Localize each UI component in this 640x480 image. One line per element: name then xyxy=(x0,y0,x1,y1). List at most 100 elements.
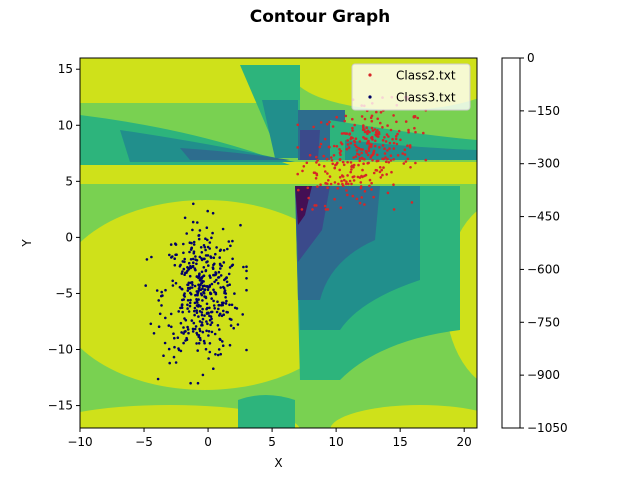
legend-box xyxy=(351,63,471,111)
scatter-point xyxy=(235,307,239,310)
scatter-point xyxy=(352,166,355,169)
scatter-point xyxy=(404,120,408,123)
scatter-point xyxy=(306,186,310,190)
scatter-point xyxy=(245,348,248,352)
scatter-point xyxy=(212,367,215,371)
scatter-point xyxy=(362,124,365,127)
scatter-point xyxy=(354,137,358,140)
scatter-point xyxy=(392,114,395,117)
scatter-point xyxy=(383,136,386,139)
scatter-point xyxy=(316,159,319,162)
scatter-point xyxy=(367,147,371,150)
scatter-point xyxy=(158,312,162,316)
scatter-point xyxy=(219,267,222,270)
scatter-point xyxy=(370,126,374,130)
scatter-point xyxy=(373,128,377,131)
scatter-point xyxy=(157,299,160,302)
scatter-point xyxy=(196,381,200,385)
scatter-point xyxy=(202,266,206,269)
scatter-point xyxy=(335,163,338,166)
scatter-point xyxy=(363,203,366,206)
scatter-point xyxy=(356,152,359,156)
scatter-point xyxy=(208,350,212,354)
scatter-point xyxy=(362,162,365,165)
scatter-point xyxy=(206,322,209,326)
colorbar-frame xyxy=(501,57,521,429)
scatter-point xyxy=(168,361,171,365)
scatter-point xyxy=(192,243,196,246)
scatter-point xyxy=(149,322,153,326)
scatter-point xyxy=(214,272,218,275)
series-class3-points xyxy=(144,202,248,385)
scatter-point xyxy=(198,255,202,259)
scatter-point xyxy=(226,311,229,314)
scatter-point xyxy=(195,259,199,262)
scatter-point xyxy=(326,186,329,189)
scatter-point xyxy=(331,125,335,128)
legend-label-class3: Class3.txt xyxy=(396,91,456,105)
plot-frame xyxy=(79,57,478,429)
scatter-point xyxy=(163,341,167,345)
scatter-point xyxy=(232,326,235,330)
scatter-point xyxy=(214,291,218,295)
scatter-point xyxy=(171,284,175,287)
scatter-point xyxy=(315,155,318,159)
scatter-point xyxy=(204,254,208,257)
scatter-point xyxy=(348,179,352,183)
scatter-point xyxy=(187,281,191,285)
scatter-point xyxy=(245,288,248,292)
scatter-point xyxy=(383,152,387,155)
scatter-point xyxy=(363,190,367,193)
scatter-point xyxy=(353,123,357,127)
scatter-point xyxy=(372,152,375,155)
scatter-point xyxy=(345,180,348,183)
scatter-point xyxy=(395,120,398,124)
scatter-point xyxy=(401,152,405,155)
scatter-point xyxy=(205,302,209,306)
scatter-point xyxy=(187,261,191,265)
scatter-point xyxy=(181,270,184,273)
scatter-point xyxy=(169,243,173,246)
scatter-point xyxy=(357,163,360,167)
scatter-point xyxy=(342,163,346,167)
scatter-point xyxy=(351,194,355,198)
scatter-point xyxy=(202,339,206,343)
colorbar: 0 −150 −300 −450 −600 −750 −900 −1050 xyxy=(501,51,568,435)
scatter-point xyxy=(242,265,245,269)
scatter-point xyxy=(372,171,376,175)
scatter-point xyxy=(347,182,350,186)
scatter-point xyxy=(215,310,219,314)
scatter-point xyxy=(206,306,209,310)
scatter-point xyxy=(173,345,176,349)
scatter-point xyxy=(204,347,208,351)
scatter-point xyxy=(236,323,240,326)
scatter-point xyxy=(201,280,204,283)
scatter-point xyxy=(338,176,342,179)
scatter-point xyxy=(370,135,374,139)
scatter-point xyxy=(338,148,341,151)
x-tick-label: 15 xyxy=(393,435,408,449)
scatter-point xyxy=(365,137,368,141)
series-class2-points xyxy=(296,95,428,211)
scatter-point xyxy=(383,147,386,150)
scatter-point xyxy=(228,343,232,347)
scatter-point xyxy=(187,310,191,313)
scatter-point xyxy=(239,223,242,227)
scatter-point xyxy=(344,182,348,186)
scatter-point xyxy=(379,121,382,125)
scatter-point xyxy=(219,352,222,356)
scatter-point xyxy=(203,284,206,288)
scatter-point xyxy=(326,172,329,175)
scatter-point xyxy=(195,309,198,312)
scatter-point xyxy=(160,294,163,298)
scatter-point xyxy=(386,124,389,127)
scatter-point xyxy=(315,161,318,164)
scatter-point xyxy=(385,133,389,136)
scatter-point xyxy=(200,251,204,254)
scatter-point xyxy=(335,115,339,119)
scatter-point xyxy=(176,336,180,340)
scatter-point xyxy=(367,149,371,152)
scatter-point xyxy=(412,115,416,118)
scatter-point xyxy=(392,158,396,161)
scatter-point xyxy=(198,320,202,323)
